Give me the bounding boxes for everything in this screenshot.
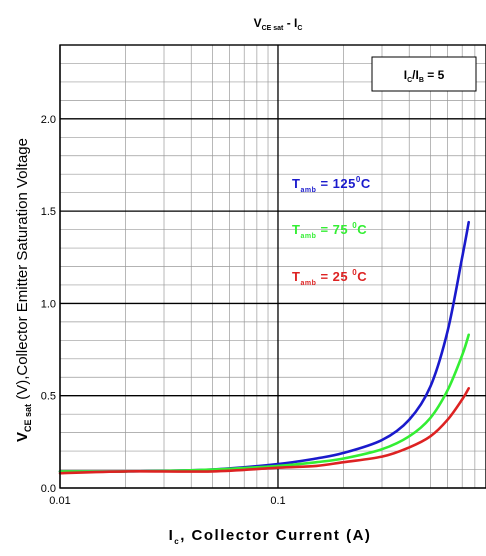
label-sub: amb [300, 187, 316, 194]
series-label-1: Tamb = 75 0C [292, 221, 367, 240]
series-label-2: Tamb = 25 0C [292, 268, 367, 287]
y-tick-label: 0.0 [41, 483, 56, 495]
series-labels: Tamb = 1250C Tamb = 75 0C Tamb = 25 0C [292, 175, 371, 287]
label-t: T [292, 222, 300, 237]
label-unit: C [357, 222, 367, 237]
label-unit: C [361, 176, 371, 191]
label-t: T [292, 176, 300, 191]
y-axis-label: VCE sat (V),Collector Emitter Saturation… [14, 138, 33, 442]
label-value: = 125 [316, 176, 356, 191]
grid [60, 45, 486, 488]
y-tick-label: 2.0 [41, 114, 56, 126]
x-axis-label: Ic, Collector Current (A) [169, 527, 372, 546]
label-unit: C [357, 269, 367, 284]
tick-labels: 0.0 0.5 1.0 1.5 2.0 0.01 0.1 [41, 114, 286, 507]
label-sub: amb [300, 233, 316, 240]
chart-title: VCE sat - IC [254, 16, 303, 32]
series-line-0 [60, 222, 469, 471]
label-value: = 25 [316, 269, 352, 284]
label-sub: amb [300, 280, 316, 287]
y-tick-label: 1.5 [41, 206, 56, 218]
x-tick-label: 0.01 [49, 495, 70, 507]
y-tick-label: 0.5 [41, 391, 56, 403]
x-tick-label: 0.1 [270, 495, 285, 507]
series-line-2 [60, 388, 469, 473]
series-label-0: Tamb = 1250C [292, 175, 371, 194]
label-t: T [292, 269, 300, 284]
y-tick-label: 1.0 [41, 298, 56, 310]
label-value: = 75 [316, 222, 352, 237]
series-lines [60, 222, 469, 473]
